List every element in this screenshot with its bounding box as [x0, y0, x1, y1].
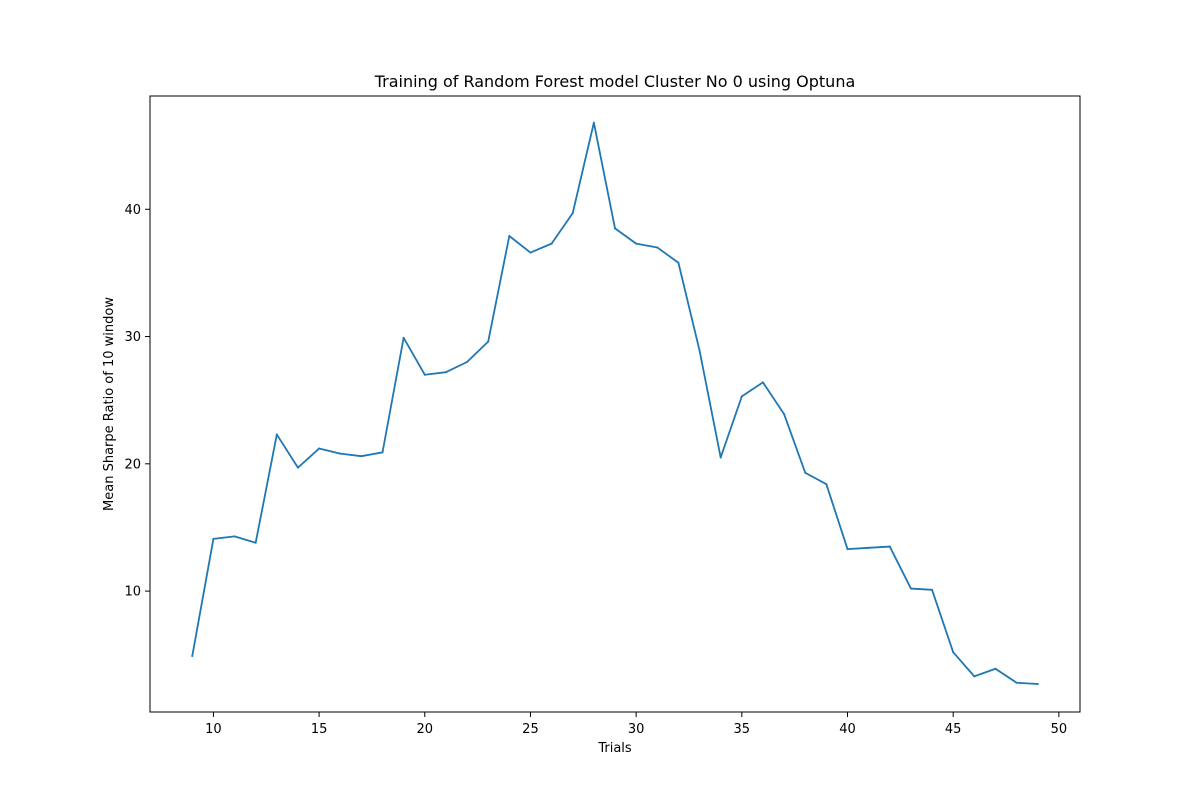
y-tick-label: 20 — [124, 457, 141, 472]
data-point — [254, 541, 257, 544]
data-point — [444, 371, 447, 374]
data-point — [508, 235, 511, 237]
data-point — [614, 227, 616, 230]
data-point — [1036, 683, 1039, 685]
data-point — [994, 667, 997, 670]
data-point — [296, 466, 299, 469]
x-tick-label: 20 — [416, 722, 433, 737]
data-point — [191, 655, 194, 657]
x-tick-label: 10 — [205, 722, 222, 737]
x-tick-label: 30 — [628, 722, 645, 737]
series-line — [191, 121, 1039, 685]
data-point — [233, 535, 236, 538]
data-point — [825, 483, 828, 486]
data-point — [318, 447, 321, 450]
data-point — [487, 340, 490, 343]
data-point — [761, 381, 764, 384]
x-axis-label: Trials — [597, 741, 632, 756]
plot-frame — [149, 95, 1081, 713]
x-tick-label: 50 — [1051, 722, 1068, 737]
data-point — [1015, 681, 1018, 684]
data-point — [212, 537, 215, 540]
data-point — [592, 121, 595, 124]
data-point — [804, 471, 807, 474]
y-tick-label: 40 — [124, 203, 141, 218]
data-point — [677, 261, 680, 264]
data-point — [783, 413, 786, 416]
data-point — [402, 336, 405, 339]
data-point — [698, 349, 701, 352]
x-tick-label: 40 — [839, 722, 856, 737]
data-point — [719, 456, 722, 459]
data-point — [952, 651, 955, 654]
y-axis: 10 20 30 40 — [124, 203, 150, 600]
y-axis-label: Mean Sharpe Ratio of 10 window — [102, 297, 117, 511]
data-point — [656, 246, 659, 249]
data-point — [740, 395, 743, 398]
data-point — [846, 548, 849, 551]
data-point — [571, 212, 574, 215]
data-point — [931, 588, 934, 591]
chart-title: Training of Random Forest model Cluster … — [374, 72, 856, 91]
y-tick-label: 10 — [124, 585, 141, 600]
x-tick-label: 15 — [311, 722, 328, 737]
data-point — [888, 545, 891, 548]
data-point — [867, 546, 870, 549]
x-axis: 10 15 20 25 30 35 40 45 50 — [205, 712, 1067, 737]
x-tick-label: 45 — [945, 722, 962, 737]
data-point — [466, 361, 469, 363]
x-tick-label: 35 — [734, 722, 751, 737]
plot-area — [191, 121, 1039, 685]
data-point — [381, 451, 384, 454]
data-point — [423, 373, 426, 376]
y-tick-label: 30 — [124, 330, 141, 345]
data-point — [360, 455, 363, 458]
data-point — [635, 242, 638, 245]
data-point — [973, 675, 976, 678]
x-tick-label: 25 — [522, 722, 539, 737]
data-point — [529, 251, 532, 254]
data-point — [550, 242, 553, 245]
data-point — [339, 452, 342, 455]
data-point — [909, 587, 912, 590]
data-point — [275, 433, 278, 436]
